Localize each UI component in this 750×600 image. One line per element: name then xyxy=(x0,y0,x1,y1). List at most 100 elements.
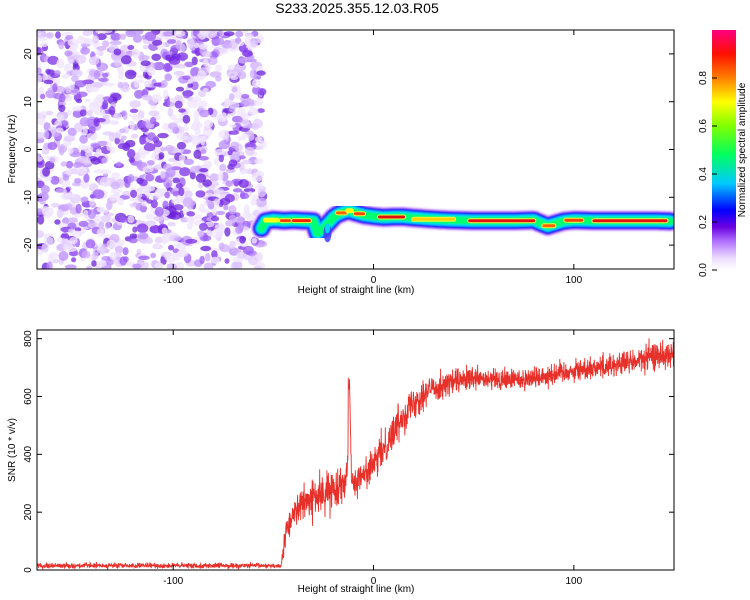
noise-blob xyxy=(227,64,235,71)
noise-blob xyxy=(61,73,70,79)
y-tick-label: 20 xyxy=(23,48,34,60)
noise-blob xyxy=(43,79,54,85)
noise-blob xyxy=(65,160,74,169)
noise-blob xyxy=(119,216,128,223)
x-tick-label: -100 xyxy=(163,576,183,587)
noise-blob xyxy=(83,156,91,166)
noise-blob xyxy=(45,89,56,99)
noise-blob xyxy=(205,64,212,71)
noise-blob xyxy=(78,220,89,227)
noise-blob xyxy=(256,34,264,44)
noise-blob xyxy=(45,68,52,75)
noise-blob xyxy=(56,127,64,134)
noise-blob xyxy=(186,211,195,217)
noise-blob xyxy=(127,215,135,224)
noise-blob xyxy=(96,228,105,238)
noise-blob xyxy=(136,223,149,233)
noise-blob xyxy=(99,176,110,187)
noise-blob xyxy=(216,210,226,216)
noise-blob xyxy=(190,200,196,207)
noise-blob xyxy=(253,265,263,269)
noise-blob xyxy=(245,98,255,106)
noise-blob xyxy=(162,89,169,100)
noise-blob xyxy=(76,166,88,176)
noise-blob xyxy=(101,256,112,261)
noise-blob xyxy=(84,98,91,103)
noise-blob xyxy=(100,215,112,223)
snr-panel: -100 0 100 0 200 400 600 800 Height of straigh… xyxy=(7,329,675,595)
noise-blob xyxy=(124,69,137,80)
colorbar: 0.0 0.2 0.4 0.6 0.8 Normalized spectral ampl… xyxy=(698,30,748,277)
noise-blob xyxy=(142,45,149,50)
noise-blob xyxy=(138,261,149,269)
snr-frame xyxy=(36,329,675,571)
noise-blob xyxy=(230,141,240,149)
noise-blob xyxy=(111,172,120,180)
noise-blob xyxy=(56,209,64,219)
noise-blob xyxy=(154,206,164,217)
noise-blob xyxy=(174,100,183,109)
colorbar-tick-label: 0.6 xyxy=(698,119,709,133)
noise-blob xyxy=(243,204,250,214)
noise-blob xyxy=(158,152,165,160)
noise-blob xyxy=(223,204,229,211)
noise-blob xyxy=(228,159,238,167)
noise-blob xyxy=(184,61,194,68)
snr-y-ticks: 0 200 400 600 800 xyxy=(23,330,674,573)
noise-blob xyxy=(127,174,135,183)
noise-blob xyxy=(151,53,161,61)
noise-blob xyxy=(111,132,121,139)
colorbar-tick-label: 0.8 xyxy=(698,71,709,85)
noise-blob xyxy=(113,48,122,56)
noise-blob xyxy=(110,181,121,190)
y-tick-label: 10 xyxy=(23,96,34,108)
noise-blob xyxy=(176,52,189,61)
noise-blob xyxy=(37,131,45,140)
noise-blob xyxy=(229,123,237,128)
signal-track-dip-core xyxy=(325,223,330,234)
noise-blob xyxy=(209,173,220,182)
noise-blob xyxy=(64,203,73,211)
noise-blob xyxy=(60,179,71,188)
noise-blob xyxy=(96,118,106,123)
noise-blob xyxy=(230,262,243,269)
noise-blob xyxy=(89,101,99,107)
noise-blob xyxy=(74,80,87,88)
noise-blob xyxy=(237,136,247,141)
noise-blob xyxy=(63,135,76,142)
noise-blob xyxy=(217,37,224,45)
noise-blob xyxy=(138,179,148,187)
noise-blob xyxy=(193,42,200,49)
noise-blob xyxy=(167,222,176,227)
colorbar-tick-label: 0.0 xyxy=(698,263,709,277)
noise-blob xyxy=(117,197,125,206)
noise-blob xyxy=(242,245,254,255)
noise-blob xyxy=(122,247,129,256)
noise-blob xyxy=(199,109,210,118)
noise-blob xyxy=(252,118,263,129)
noise-blob xyxy=(102,114,110,120)
noise-blob xyxy=(185,217,195,222)
noise-blob xyxy=(89,203,97,208)
noise-blob xyxy=(189,171,196,180)
noise-blob xyxy=(241,169,248,174)
noise-blob xyxy=(103,82,115,87)
noise-blob xyxy=(46,261,53,269)
noise-blob xyxy=(193,214,202,220)
noise-blob xyxy=(101,157,108,164)
noise-blob xyxy=(110,188,122,194)
noise-blob xyxy=(167,107,173,117)
noise-blob xyxy=(42,167,51,177)
noise-blob xyxy=(252,86,261,95)
noise-blob xyxy=(217,171,224,181)
noise-blob xyxy=(210,256,220,264)
noise-blob xyxy=(227,150,233,156)
noise-blob xyxy=(210,215,220,222)
noise-blob xyxy=(193,118,200,127)
noise-blob xyxy=(239,155,246,160)
noise-blob xyxy=(153,140,163,148)
noise-blob xyxy=(140,60,151,67)
noise-blob xyxy=(256,108,265,113)
noise-blob xyxy=(174,30,186,37)
